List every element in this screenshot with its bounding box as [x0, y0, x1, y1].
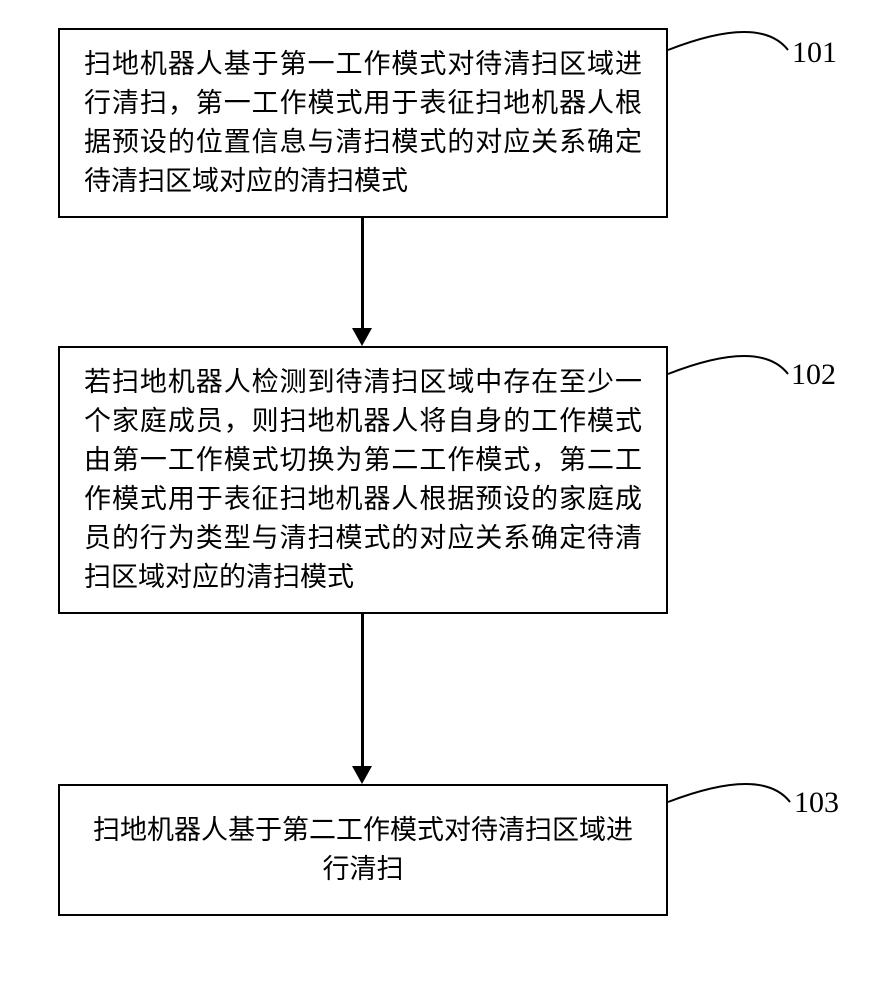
label-103: 103 — [794, 786, 839, 820]
arrow-101-to-102 — [361, 218, 364, 328]
step-102-text: 若扫地机器人检测到待清扫区域中存在至少一个家庭成员，则扫地机器人将自身的工作模式… — [84, 363, 642, 598]
flowchart-step-103: 扫地机器人基于第二工作模式对待清扫区域进行清扫 — [58, 784, 668, 916]
arrow-head-102-to-103 — [352, 766, 372, 784]
label-102: 102 — [791, 358, 836, 392]
flowchart-step-102: 若扫地机器人检测到待清扫区域中存在至少一个家庭成员，则扫地机器人将自身的工作模式… — [58, 346, 668, 614]
step-103-text: 扫地机器人基于第二工作模式对待清扫区域进行清扫 — [84, 811, 642, 889]
arrow-head-101-to-102 — [352, 328, 372, 346]
label-101: 101 — [792, 36, 837, 70]
arrow-102-to-103 — [361, 614, 364, 766]
step-101-text: 扫地机器人基于第一工作模式对待清扫区域进行清扫，第一工作模式用于表征扫地机器人根… — [84, 45, 642, 202]
flowchart-step-101: 扫地机器人基于第一工作模式对待清扫区域进行清扫，第一工作模式用于表征扫地机器人根… — [58, 28, 668, 218]
